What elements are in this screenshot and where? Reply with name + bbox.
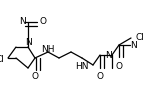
Text: O: O [116,62,123,71]
Text: O: O [40,18,47,26]
Text: N: N [130,40,137,50]
Text: Cl: Cl [0,56,4,64]
Text: N: N [25,38,31,47]
Text: O: O [96,72,104,81]
Text: NH: NH [41,45,55,54]
Text: N: N [19,18,26,26]
Text: Cl: Cl [136,32,145,42]
Text: N: N [105,50,112,60]
Text: HN: HN [75,62,89,71]
Text: O: O [31,72,38,81]
